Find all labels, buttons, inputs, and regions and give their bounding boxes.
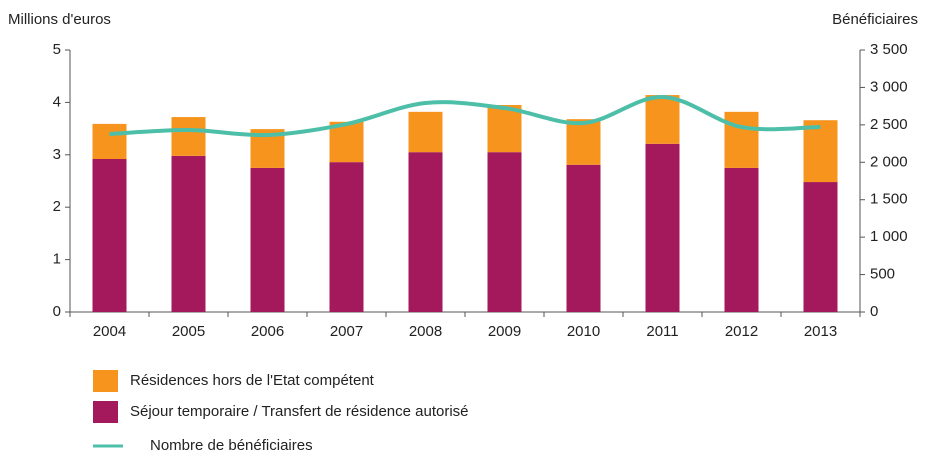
x-tick-label: 2013: [804, 323, 837, 340]
bar-segment: [408, 152, 443, 312]
y2-tick-label: 0: [870, 303, 878, 320]
y-tick-label: 0: [53, 303, 61, 320]
y-tick-label: 3: [53, 146, 61, 163]
bar-segment: [724, 111, 759, 168]
y-tick-label: 2: [53, 198, 61, 215]
y2-tick-label: 2 000: [870, 153, 908, 170]
bar-segment: [92, 123, 127, 159]
bar-segment: [171, 155, 206, 312]
x-tick-label: 2009: [488, 323, 521, 340]
bar-segment: [724, 167, 759, 312]
x-tick-label: 2005: [172, 323, 205, 340]
x-tick-label: 2010: [567, 323, 600, 340]
legend-label: Séjour temporaire / Transfert de résiden…: [130, 403, 469, 420]
bar-segment: [803, 120, 838, 183]
bar-segment: [408, 111, 443, 153]
y2-tick-label: 2 500: [870, 116, 908, 133]
x-tick-label: 2011: [646, 323, 678, 340]
bar-segment: [566, 119, 601, 165]
y2-tick-label: 1 000: [870, 228, 908, 245]
bar-segment: [645, 143, 680, 312]
y-tick-label: 4: [53, 93, 61, 110]
bar-segment: [92, 158, 127, 312]
x-tick-label: 2012: [725, 323, 758, 340]
bar-segment: [487, 105, 522, 153]
bar-segment: [329, 162, 364, 312]
x-tick-label: 2008: [409, 323, 442, 340]
y-axis-label: Millions d'euros: [8, 11, 111, 28]
legend-label: Nombre de bénéficiaires: [150, 437, 313, 454]
bar-segment: [645, 95, 680, 144]
bar-segment: [803, 182, 838, 312]
legend-label: Résidences hors de l'Etat compétent: [130, 372, 375, 389]
line-series: [109, 95, 821, 138]
bar-segment: [329, 121, 364, 163]
y-tick-label: 1: [53, 251, 61, 268]
x-tick-label: 2007: [330, 323, 363, 340]
y2-axis-label: Bénéficiaires: [832, 11, 918, 28]
y2-tick-label: 500: [870, 266, 895, 283]
bar-segment: [171, 117, 206, 156]
bar-segment: [250, 167, 285, 312]
y2-tick-label: 1 500: [870, 191, 908, 208]
y-tick-label: 5: [53, 41, 61, 58]
x-tick-label: 2006: [251, 323, 284, 340]
legend-swatch: [93, 401, 118, 423]
y2-tick-label: 3 500: [870, 41, 908, 58]
bar-segment: [566, 164, 601, 312]
y2-tick-label: 3 000: [870, 78, 908, 95]
legend-swatch: [93, 370, 118, 392]
x-tick-label: 2004: [93, 323, 126, 340]
bar-segment: [487, 152, 522, 312]
